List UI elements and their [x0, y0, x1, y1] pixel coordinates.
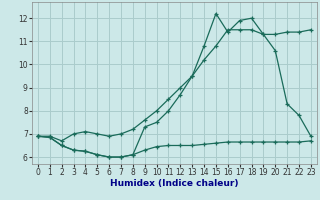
- X-axis label: Humidex (Indice chaleur): Humidex (Indice chaleur): [110, 179, 239, 188]
